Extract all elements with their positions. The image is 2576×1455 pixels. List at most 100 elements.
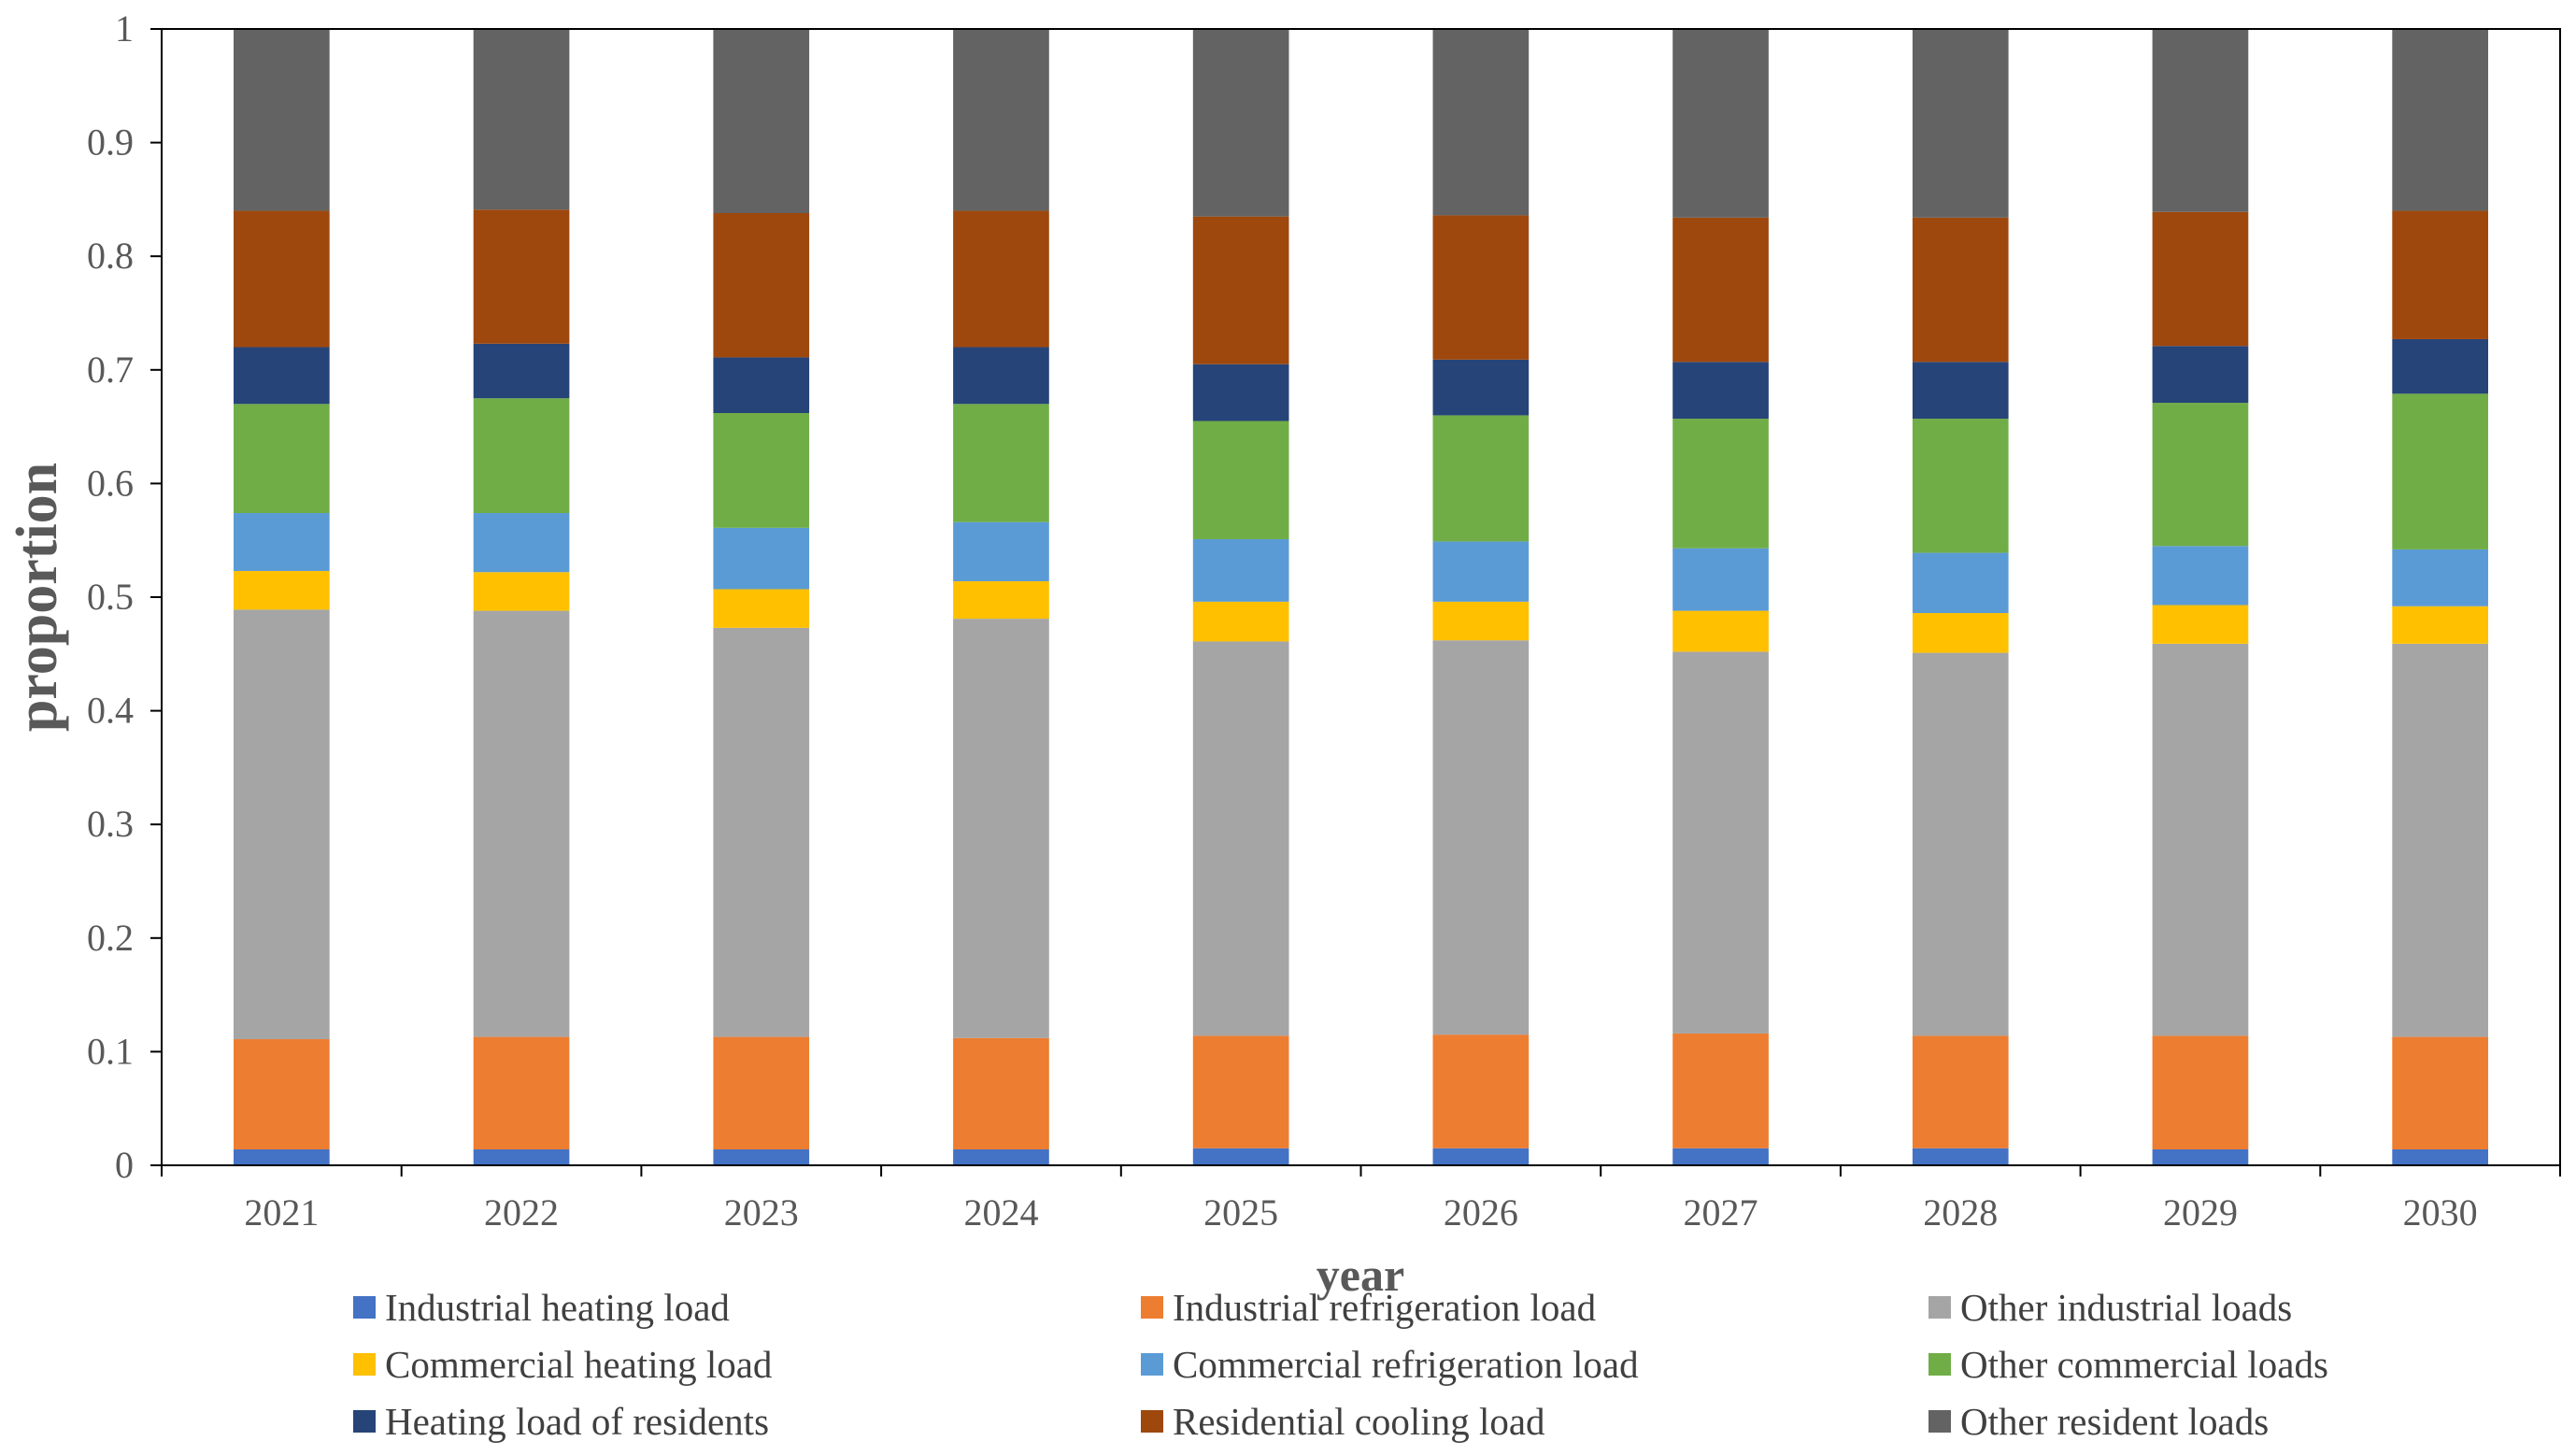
bar-segment — [473, 513, 570, 573]
bar-segment — [2152, 643, 2249, 1036]
bars — [234, 29, 2488, 1165]
bar-segment — [713, 1036, 810, 1149]
bar-segment — [1912, 29, 2009, 218]
bar-segment — [2392, 643, 2488, 1037]
bar-segment — [1432, 541, 1530, 602]
legend-label: Commercial refrigeration load — [1173, 1343, 1639, 1386]
legend-swatch — [353, 1296, 376, 1319]
bar-segment — [473, 572, 570, 611]
bar-segment — [234, 29, 330, 211]
bar-segment — [473, 610, 570, 1037]
bar-segment — [1912, 1148, 2009, 1165]
legend-swatch — [1141, 1353, 1163, 1376]
legend-label: Industrial refrigeration load — [1173, 1286, 1596, 1329]
bar-segment — [953, 404, 1049, 522]
legend-label: Heating load of residents — [385, 1400, 769, 1443]
bar-segment — [234, 609, 330, 1040]
bar-segment — [1192, 364, 1289, 421]
bar-segment — [234, 404, 330, 514]
bar-segment — [2392, 338, 2488, 394]
bar-segment — [1672, 362, 1769, 420]
legend-label: Other commercial loads — [1960, 1343, 2328, 1386]
bar-segment — [1432, 359, 1530, 416]
bar-segment — [1432, 601, 1530, 641]
x-axis-ticks: 2021 2022 2023 2024 2025 2026 2027 2028 2029 2030 — [161, 1165, 2561, 1234]
bar-segment — [1672, 1148, 1769, 1165]
legend-label: Other resident loads — [1960, 1400, 2269, 1443]
x-axis-title: year — [1316, 1248, 1404, 1301]
bar-segment — [1432, 640, 1530, 1035]
x-tick-label: 2022 — [484, 1191, 559, 1234]
bar-segment — [953, 210, 1049, 348]
y-tick-label: 0.7 — [87, 349, 134, 391]
bar-segment — [2152, 211, 2249, 347]
bar-segment — [2152, 605, 2249, 644]
y-tick-label: 0.6 — [87, 462, 134, 504]
bar-segment — [1672, 419, 1769, 549]
bar-segment — [1192, 538, 1289, 602]
bar-segment — [953, 1148, 1049, 1165]
bar-segment — [2392, 606, 2488, 644]
bar-segment — [2392, 1148, 2488, 1165]
bar-segment — [713, 1148, 810, 1165]
y-tick-label: 0.4 — [87, 690, 134, 732]
bar-segment — [234, 571, 330, 610]
x-tick-label: 2029 — [2163, 1191, 2238, 1234]
bar-segment — [1672, 548, 1769, 611]
bar-segment — [1912, 613, 2009, 653]
bar-segment — [1672, 29, 1769, 218]
bar-segment — [713, 413, 810, 528]
bar-segment — [713, 357, 810, 414]
bar-segment — [2152, 29, 2249, 212]
legend-swatch — [1141, 1296, 1163, 1319]
legend-label: Industrial heating load — [385, 1286, 730, 1329]
bar-segment — [473, 1148, 570, 1165]
legend-swatch — [353, 1410, 376, 1433]
legend-swatch — [1928, 1296, 1951, 1319]
bar-segment — [1672, 1033, 1769, 1148]
bar-segment — [2152, 1148, 2249, 1165]
bar-segment — [1432, 1148, 1530, 1165]
y-tick-label: 1 — [115, 7, 134, 50]
bar-segment — [234, 1039, 330, 1149]
bar-segment — [2152, 403, 2249, 547]
y-axis-title: proportion — [6, 463, 69, 732]
bar-segment — [953, 521, 1049, 581]
bar-segment — [713, 29, 810, 213]
bar-segment — [2392, 210, 2488, 339]
bar-segment — [234, 513, 330, 572]
y-tick-label: 0.5 — [87, 576, 134, 618]
bar-segment — [1912, 1035, 2009, 1148]
bar-segment — [953, 1037, 1049, 1149]
bar-segment — [1192, 216, 1289, 364]
x-tick-label: 2021 — [244, 1191, 319, 1234]
bar-segment — [1912, 362, 2009, 420]
y-tick-label: 0.8 — [87, 235, 134, 277]
legend-swatch — [353, 1353, 376, 1376]
legend-swatch — [1928, 1353, 1951, 1376]
bar-segment — [713, 527, 810, 590]
legend-label: Commercial heating load — [385, 1343, 772, 1386]
bar-segment — [2392, 29, 2488, 211]
bar-segment — [473, 209, 570, 344]
x-tick-label: 2024 — [963, 1191, 1038, 1234]
bar-segment — [1672, 651, 1769, 1034]
bar-segment — [953, 347, 1049, 405]
bar-segment — [473, 1036, 570, 1149]
y-axis-ticks: 0 0.1 0.2 0.3 0.4 0.5 0.6 0.7 0.8 0.9 1 — [87, 7, 162, 1186]
bar-segment — [1432, 415, 1530, 542]
x-tick-label: 2028 — [1923, 1191, 1998, 1234]
bar-segment — [713, 212, 810, 358]
x-tick-label: 2023 — [724, 1191, 799, 1234]
y-tick-label: 0.3 — [87, 803, 134, 845]
bar-segment — [1432, 1034, 1530, 1148]
x-tick-label: 2030 — [2403, 1191, 2478, 1234]
bar-segment — [713, 589, 810, 628]
bar-segment — [953, 619, 1049, 1038]
bar-segment — [1192, 1148, 1289, 1165]
bar-segment — [1192, 421, 1289, 539]
bar-segment — [1912, 217, 2009, 363]
bar-segment — [953, 29, 1049, 211]
y-tick-label: 0 — [115, 1144, 134, 1186]
